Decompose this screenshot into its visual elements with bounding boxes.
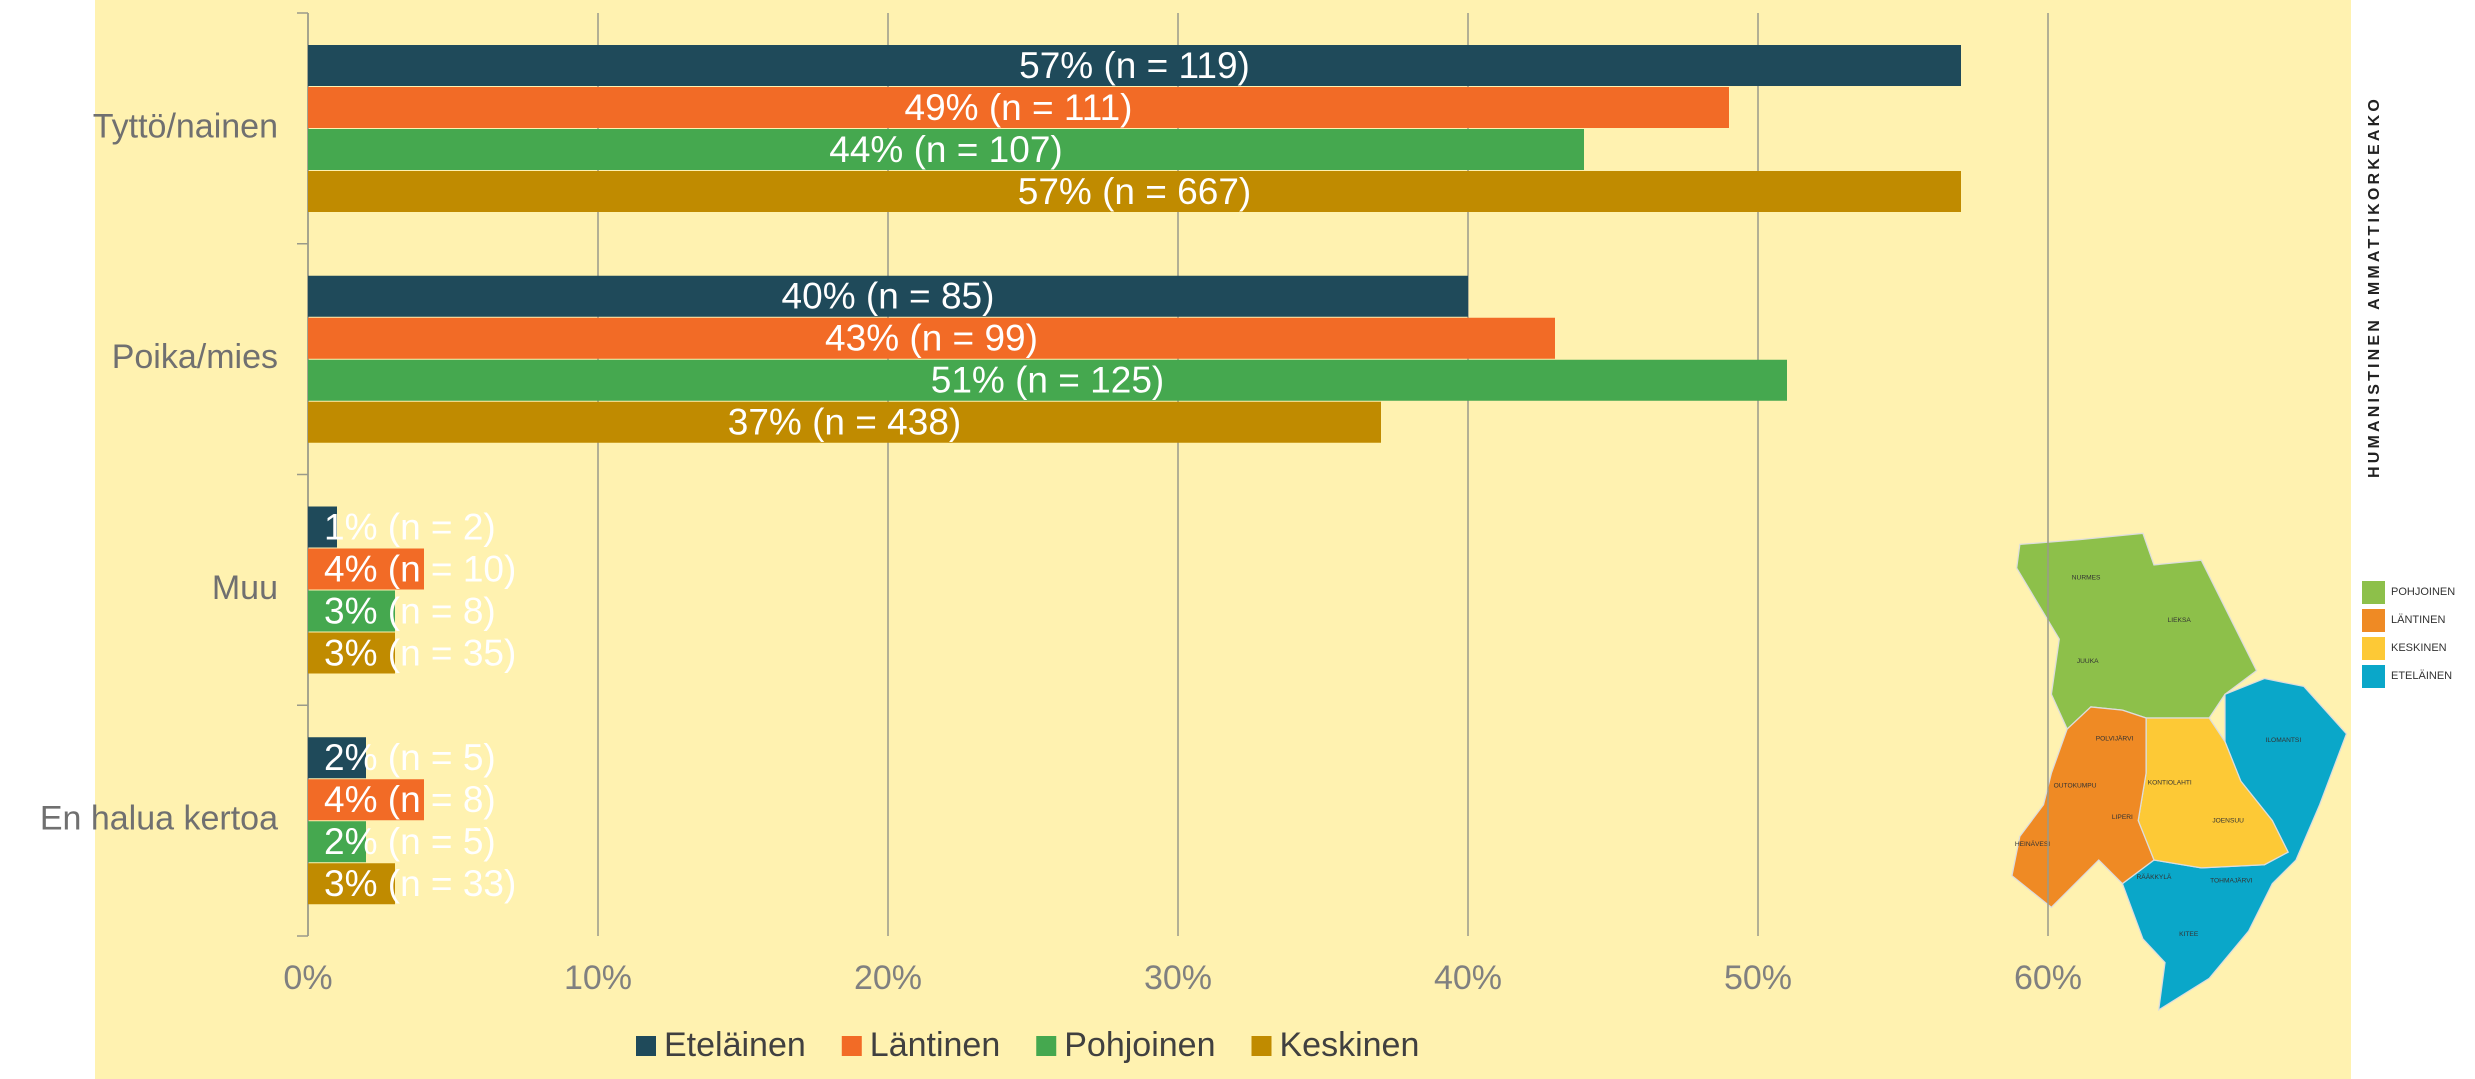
data-label: 40% (n = 85) [782,276,995,317]
bar [308,590,395,632]
data-label: 49% (n = 111) [905,87,1133,128]
data-label: 43% (n = 99) [825,318,1038,359]
y-tick-label: Poika/mies [112,338,278,376]
bar [308,863,395,905]
y-tick-label: Tyttö/nainen [93,107,278,145]
legend-swatch [1251,1036,1272,1056]
map-legend-label: KESKINEN [2391,642,2447,654]
map: NURMES LIEKSA JUUKA POLVIJÄRVI OUTOKUMPU KONT… [2011,532,2348,1012]
x-tick-label: 20% [854,959,922,997]
bar [308,359,1787,401]
bar [308,45,1961,86]
bar [308,171,1961,212]
legend-label: Keskinen [1280,1026,1420,1064]
bar [308,779,424,821]
x-tick-label: 0% [283,959,332,997]
bar [308,129,1584,170]
map-legend-label: LÄNTINEN [2391,614,2445,626]
region-label: TOHMAJÄRVI [2210,876,2253,884]
data-label: 44% (n = 107) [829,129,1062,170]
data-label: 2% (n = 5) [324,821,496,862]
legend-swatch [841,1036,862,1056]
data-label: 51% (n = 125) [931,360,1164,401]
region-label: ILOMANTSI [2266,737,2302,744]
data-label: 37% (n = 438) [728,402,961,443]
bar [308,632,395,674]
region-label: NURMES [2072,574,2101,581]
bar [308,506,337,548]
region-label: JUUKA [2077,658,2099,665]
legend-label: Pohjoinen [1064,1026,1215,1064]
region-label: JOENSUU [2212,817,2244,824]
data-label: 4% (n = 8) [324,779,496,820]
region-label: KITEE [2179,931,2199,938]
x-tick-label: 30% [1144,959,1212,997]
map-legend-swatch [2362,665,2385,688]
bar [308,401,1381,443]
legend-swatch [636,1036,656,1056]
bar [308,317,1555,359]
map-legend-label: POHJOINEN [2391,586,2455,598]
bar [308,548,424,590]
bar [308,87,1729,128]
x-tick-label: 10% [564,959,632,997]
data-label: 4% (n = 10) [324,548,516,589]
legend-label: Eteläinen [664,1026,806,1064]
brand: HUMANISTINEN AMMATTIKORKEAKO [2366,96,2383,478]
region-label: POLVIJÄRVI [2096,734,2134,742]
x-tick-label: 50% [1724,959,1792,997]
legend-swatch [1036,1036,1057,1056]
y-tick-label: En halua kertoa [40,800,278,838]
map-legend-swatch [2362,581,2385,604]
bar [308,821,366,863]
region-label: OUTOKUMPU [2054,783,2097,790]
bar [308,737,366,779]
data-label: 3% (n = 33) [324,863,516,904]
legend-label: Läntinen [870,1026,1000,1064]
data-label: 1% (n = 2) [324,506,496,547]
region-label: RÄÄKKYLÄ [2137,873,2172,881]
y-tick-label: Muu [212,569,278,607]
data-label: 2% (n = 5) [324,737,496,778]
x-tick-label: 60% [2014,959,2082,997]
region-label: LIEKSA [2168,617,2192,624]
region-label: HEINÄVESI [2015,840,2050,848]
data-label: 57% (n = 119) [1019,45,1250,86]
map-legend-label: ETELÄINEN [2391,670,2452,682]
map-legend-swatch [2362,637,2385,660]
bar [308,275,1468,317]
region-label: LIPERI [2112,814,2133,821]
region-label: KONTIOLAHTI [2148,779,2192,786]
data-label: 3% (n = 8) [324,590,496,631]
data-label: 3% (n = 35) [324,632,516,673]
data-label: 57% (n = 667) [1018,171,1251,212]
x-tick-label: 40% [1434,959,1502,997]
map-legend-swatch [2362,609,2385,632]
